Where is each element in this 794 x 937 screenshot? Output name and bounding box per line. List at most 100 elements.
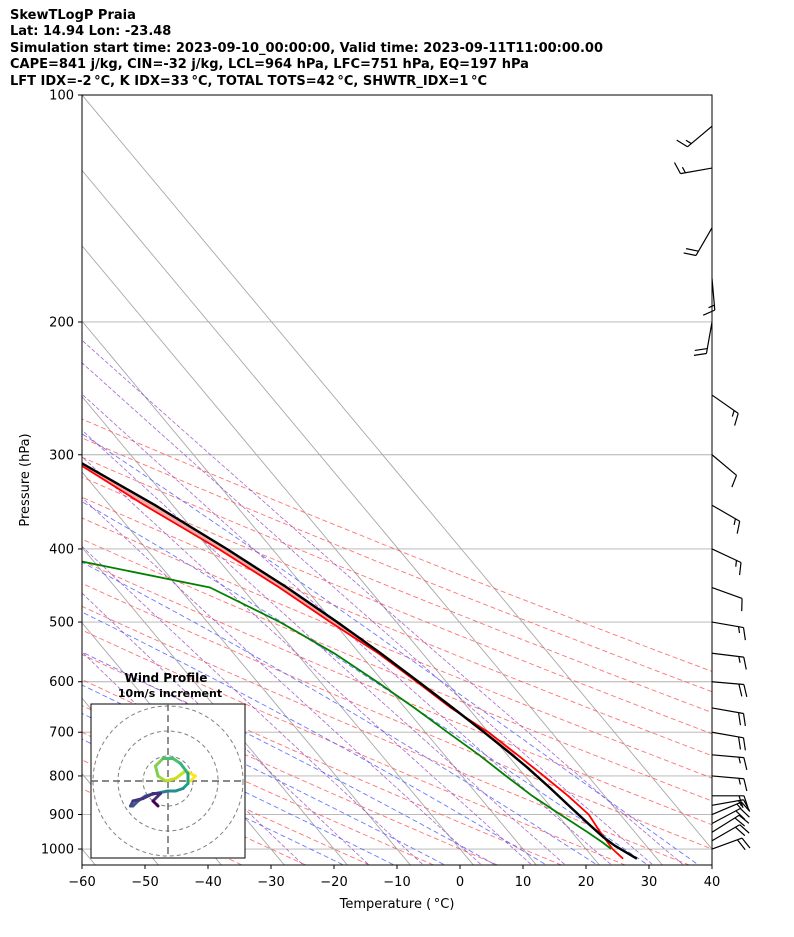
mixing-ratio-line (82, 429, 566, 865)
wind-barbs (673, 125, 751, 851)
x-axis-label: Temperature ( °C) (339, 897, 455, 912)
barb-half-flag (737, 626, 741, 634)
y-tick-label: 800 (49, 769, 74, 784)
x-tick-label: −60 (68, 875, 95, 890)
hodograph-segment (156, 774, 167, 783)
barb-half-flag (681, 166, 686, 174)
barb-flag (743, 795, 749, 808)
barb-flag (736, 839, 746, 851)
y-tick-label: 700 (49, 726, 74, 741)
y-tick-label: 600 (49, 675, 74, 690)
moist-adiabat (82, 651, 497, 865)
wind-barb (673, 162, 713, 175)
axes: −60 −50 −40 −30 −20 −10 0 10 20 30 40 100 200 300 400 5… (41, 89, 720, 891)
y-tick-label: 900 (49, 808, 74, 823)
barb-flag (741, 837, 751, 849)
barb-flag (743, 778, 748, 792)
hodograph-segment (171, 757, 182, 765)
barb-half-flag (733, 518, 736, 526)
x-tick-label: 10 (515, 875, 532, 890)
barb-half-flag (735, 560, 738, 567)
barb-half-flag (738, 800, 743, 807)
dry-adiabat (82, 629, 627, 865)
barb-shaft (711, 807, 741, 825)
x-tick-label: −50 (131, 875, 158, 890)
wind-barb (711, 824, 750, 842)
barb-shaft (705, 321, 713, 354)
hodograph-title: Wind Profile (125, 671, 208, 685)
wind-barb (711, 394, 739, 426)
barb-half-flag (738, 757, 741, 764)
wind-barb (711, 707, 746, 727)
wind-barb (711, 754, 748, 771)
hodograph-segment (164, 777, 177, 783)
x-tick-label: 40 (704, 875, 721, 890)
shade-cape (82, 463, 518, 756)
dry-adiabat (82, 538, 712, 802)
wind-barb (711, 548, 742, 576)
barb-shaft (711, 454, 737, 476)
barb-flag (731, 475, 738, 488)
barb-shaft (711, 394, 739, 414)
dry-adiabat (82, 496, 712, 757)
hodograph-segment (151, 799, 160, 808)
parcel-line (82, 461, 638, 860)
wind-barb (693, 321, 713, 356)
x-tick-label: −40 (194, 875, 221, 890)
barb-shaft (711, 837, 743, 850)
time-line: Simulation start time: 2023-09-10_00:00:… (10, 40, 603, 56)
barb-shaft (711, 801, 742, 816)
x-tick-label: −10 (383, 875, 410, 890)
barb-flag (737, 736, 742, 750)
series-layer (82, 461, 638, 860)
location-line: Lat: 14.94 Lon: -23.48 (10, 24, 172, 40)
hodograph-segment (154, 764, 160, 778)
barb-shaft (711, 707, 744, 715)
barb-half-flag (685, 139, 692, 145)
y-axis-label: Pressure (hPa) (18, 433, 33, 526)
barb-shaft (711, 814, 740, 833)
y-tick-label: 500 (49, 616, 74, 631)
barb-shaft (711, 548, 742, 564)
barb-half-flag (736, 803, 742, 810)
barb-flag (742, 713, 746, 727)
wind-barb (683, 227, 713, 257)
barb-flag (743, 657, 747, 670)
barb-flag (702, 309, 716, 316)
barb-flag (736, 521, 741, 534)
moist-adiabat (82, 433, 700, 865)
mixing-ratio-line (82, 339, 685, 865)
isotherm-30 (82, 169, 663, 865)
x-tick-label: 30 (641, 875, 658, 890)
isotherm--10 (82, 471, 411, 865)
barb-half-flag (738, 656, 741, 663)
chart-header: SkewTLogP Praia Lat: 14.94 Lon: -23.48 S… (10, 8, 603, 90)
indices-line: LFT IDX=-2 °C, K IDX=33 °C, TOTAL TOTS=4… (10, 73, 488, 89)
wind-barb (711, 652, 747, 670)
dry-adiabat (82, 517, 712, 779)
barb-shaft (711, 278, 716, 311)
dewpoint-line (82, 560, 612, 850)
mixing-ratio-line (82, 393, 613, 865)
barb-shaft (711, 824, 741, 842)
mixing-ratio-line (82, 362, 654, 865)
hodograph-segment (131, 797, 145, 803)
barb-flag (738, 562, 742, 576)
shading-layer (82, 463, 518, 756)
mixing-ratio-line (82, 456, 533, 865)
barb-shaft (711, 586, 743, 600)
y-tick-label: 1000 (41, 843, 74, 858)
isotherm-0 (82, 395, 474, 865)
barb-shaft (711, 799, 744, 806)
barb-half-flag (738, 778, 741, 785)
barb-shaft (711, 775, 744, 780)
moist-adiabat (82, 611, 548, 865)
mixing-ratio-line (82, 545, 424, 865)
barb-flag (693, 352, 707, 356)
hodograph-segment (179, 762, 190, 775)
wind-barb (711, 621, 746, 641)
y-tick-label: 400 (49, 542, 74, 557)
y-tick-label: 300 (49, 448, 74, 463)
barb-flag (676, 139, 688, 148)
moist-adiabat (82, 561, 598, 865)
